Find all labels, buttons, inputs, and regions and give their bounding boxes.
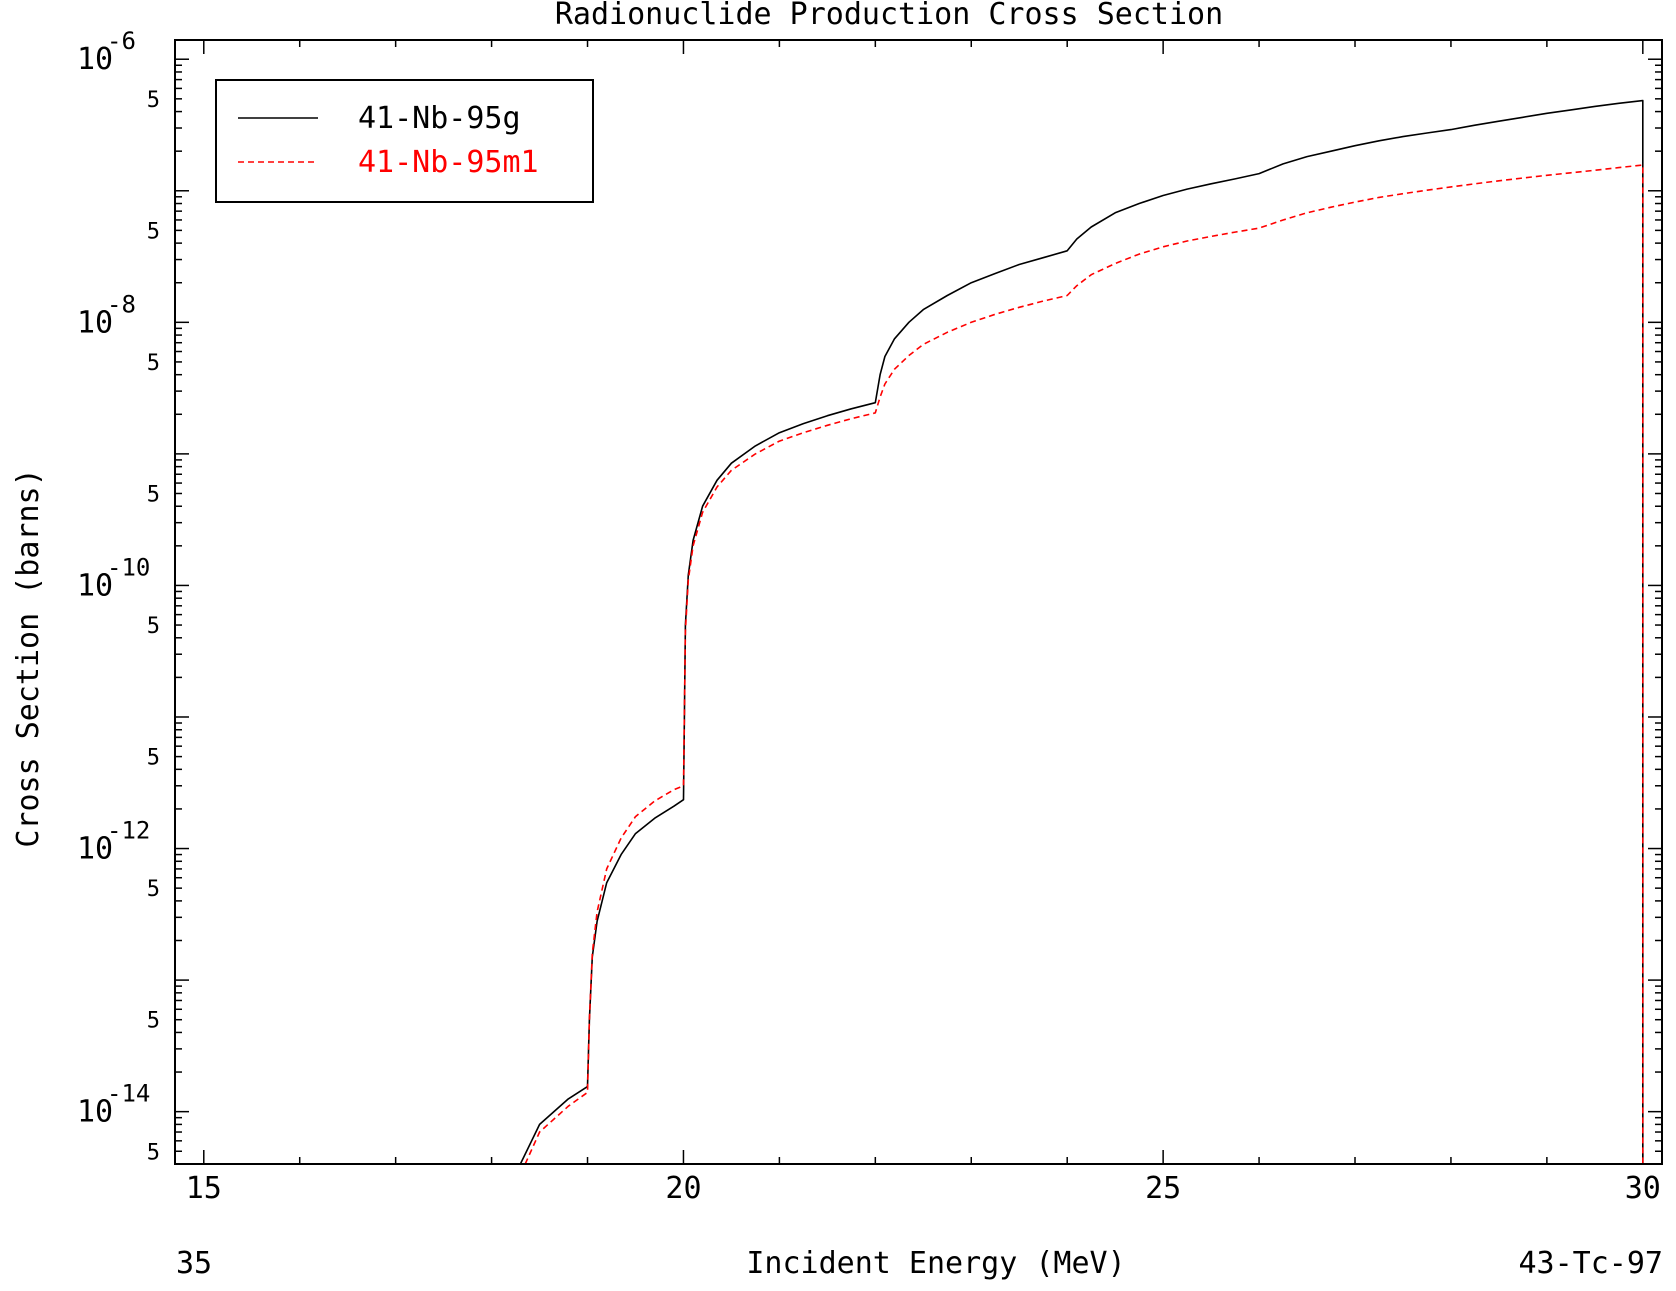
footer-left-label: 35: [176, 1246, 212, 1281]
plot-frame: [174, 39, 1663, 1165]
y-axis-label-group: Cross Section (barns): [11, 468, 46, 847]
series-line-0: [519, 99, 1644, 1164]
y-tick-label: 10-12: [77, 817, 150, 867]
y-tick-label: 10-14: [77, 1080, 150, 1130]
y-minor-label: 5: [147, 746, 160, 771]
y-tick-exponent: -8: [107, 290, 136, 318]
y-tick-base: 10: [77, 42, 113, 77]
x-tick-label: 15: [186, 1171, 222, 1206]
legend: 41-Nb-95g 41-Nb-95m1: [215, 79, 594, 203]
x-tick-label: 25: [1145, 1171, 1181, 1206]
y-tick-base: 10: [77, 832, 113, 867]
y-minor-label: 5: [147, 614, 160, 639]
y-axis-label: Cross Section (barns): [11, 468, 46, 847]
y-tick-base: 10: [77, 305, 113, 340]
y-tick-label: 10-6: [77, 27, 136, 77]
footer-right-label: 43-Tc-97: [1519, 1246, 1664, 1281]
legend-box: [215, 79, 594, 203]
y-minor-label: 5: [147, 88, 160, 113]
y-minor-label: 5: [147, 219, 160, 244]
series-line-1: [524, 164, 1644, 1164]
y-minor-label: 5: [147, 1009, 160, 1034]
chart-title: Radionuclide Production Cross Section: [555, 0, 1223, 32]
series-lines: [519, 99, 1644, 1164]
y-minor-label: 5: [147, 877, 160, 902]
y-tick-exponent: -14: [107, 1080, 150, 1108]
x-tick-label: 20: [665, 1171, 701, 1206]
x-tick-label: 30: [1625, 1171, 1661, 1206]
legend-label-nb95m1: 41-Nb-95m1: [358, 145, 539, 180]
y-tick-exponent: -12: [107, 817, 150, 845]
y-tick-label: 10-8: [77, 290, 136, 340]
y-tick-base: 10: [77, 568, 113, 603]
y-tick-exponent: -6: [107, 27, 136, 55]
y-tick-label: 10-10: [77, 553, 150, 603]
y-tick-base: 10: [77, 1095, 113, 1130]
y-tick-exponent: -10: [107, 553, 150, 581]
x-axis-label: Incident Energy (MeV): [746, 1246, 1125, 1281]
y-minor-label: 5: [147, 482, 160, 507]
y-minor-label: 5: [147, 1140, 160, 1165]
y-minor-label: 5: [147, 351, 160, 376]
legend-label-nb95g: 41-Nb-95g: [358, 101, 521, 136]
